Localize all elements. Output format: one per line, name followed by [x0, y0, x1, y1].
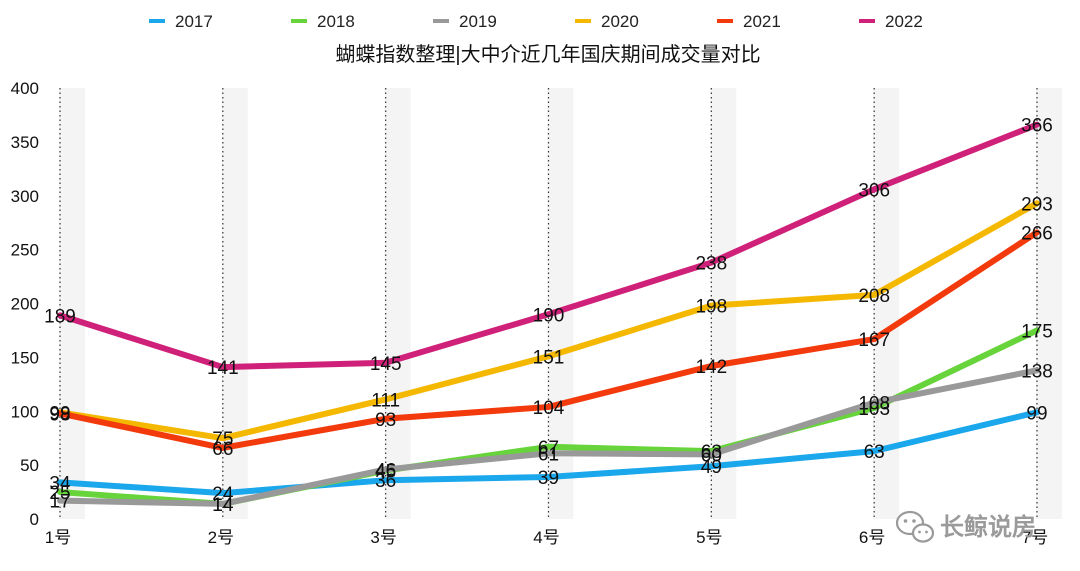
data-label-2018: 175: [1021, 321, 1053, 342]
legend-label-2017: 2017: [175, 12, 213, 31]
x-tick-label: 6号: [859, 528, 885, 547]
y-tick-label: 300: [11, 187, 39, 206]
data-label-2019: 108: [858, 394, 890, 415]
y-tick-label: 200: [11, 295, 39, 314]
data-label-2022: 238: [695, 254, 727, 275]
data-label-2021: 266: [1021, 223, 1053, 244]
data-label-2018: 14: [212, 495, 234, 516]
data-label-2020: 198: [695, 297, 727, 318]
grid-band: [59, 88, 85, 519]
data-label-2020: 99: [49, 403, 70, 424]
data-label-2017: 24: [212, 484, 234, 505]
data-label-2019: 138: [1021, 361, 1053, 382]
watermark-text: 长鲸说房: [940, 513, 1036, 541]
series-line-2021: [57, 229, 1040, 451]
x-axis: 1号 2号 3号 4号 5号 6号 7号: [45, 528, 1048, 547]
data-label-2021: 104: [533, 398, 565, 419]
y-axis: 0 50 100 150 200 250 300 350 400: [11, 79, 39, 529]
data-label-2020: 111: [371, 390, 400, 411]
data-label-2017: 99: [1026, 403, 1047, 424]
data-label-2017: 39: [538, 468, 559, 489]
data-label-2021: 98: [49, 404, 70, 425]
data-label-2020: 75: [212, 429, 233, 450]
legend-label-2019: 2019: [459, 12, 497, 31]
x-tick-label: 1号: [45, 528, 71, 547]
data-label-2020: 208: [858, 286, 890, 307]
data-label-2019: 14: [212, 495, 234, 516]
data-label-2022: 141: [207, 358, 239, 379]
series-line-2019: [57, 367, 1040, 507]
data-label-2018: 67: [538, 438, 559, 459]
data-label-2022: 145: [370, 354, 402, 375]
data-label-2020: 151: [533, 347, 565, 368]
chart-title: 蝴蝶指数整理|大中介近几年国庆期间成交量对比: [335, 43, 760, 66]
series-line-2020: [57, 200, 1040, 442]
legend-label-2018: 2018: [317, 12, 355, 31]
y-tick-label: 100: [11, 402, 39, 421]
x-tick-label: 5号: [696, 528, 722, 547]
legend: 2017 2018 2019 2020 2021 2022: [149, 12, 923, 31]
data-label-2021: 167: [858, 330, 890, 351]
grid-band: [1036, 88, 1062, 519]
data-label-2017: 49: [701, 457, 722, 478]
wechat-icon: [895, 510, 935, 543]
data-label-2019: 61: [538, 444, 559, 465]
data-label-2022: 190: [533, 305, 565, 326]
watermark: 长鲸说房: [895, 510, 1036, 543]
legend-label-2020: 2020: [601, 12, 639, 31]
data-label-2018: 45: [375, 462, 396, 483]
data-label-2018: 25: [49, 483, 70, 504]
data-label-2018: 103: [858, 399, 890, 420]
y-tick-label: 150: [11, 348, 39, 367]
data-label-2017: 63: [864, 442, 885, 463]
data-label-2022: 189: [44, 306, 76, 327]
data-label-2017: 34: [49, 473, 71, 494]
data-label-2022: 366: [1021, 116, 1053, 137]
data-label-2018: 63: [701, 442, 722, 463]
series-lines: [57, 121, 1040, 507]
x-tick-label: 2号: [208, 528, 234, 547]
data-label-2021: 142: [695, 357, 727, 378]
data-label-2019: 60: [701, 445, 722, 466]
y-tick-label: 50: [20, 456, 39, 475]
data-label-2017: 36: [375, 471, 396, 492]
x-tick-label: 4号: [533, 528, 559, 547]
y-tick-label: 250: [11, 241, 39, 260]
data-label-2021: 66: [212, 439, 233, 460]
legend-label-2021: 2021: [743, 12, 781, 31]
series-line-2022: [57, 121, 1040, 371]
data-label-2022: 306: [858, 180, 890, 201]
legend-label-2022: 2022: [885, 12, 923, 31]
data-label-2019: 46: [375, 460, 396, 481]
y-tick-label: 400: [11, 79, 39, 98]
y-tick-label: 0: [30, 510, 39, 529]
x-tick-label: 3号: [370, 528, 396, 547]
y-tick-label: 350: [11, 133, 39, 152]
x-tick-label: 7号: [1022, 528, 1048, 547]
data-label-2019: 17: [49, 492, 70, 513]
data-label-2021: 93: [375, 410, 396, 431]
grid-band: [384, 88, 411, 519]
data-label-2020: 293: [1021, 194, 1053, 215]
series-line-2017: [57, 409, 1040, 497]
